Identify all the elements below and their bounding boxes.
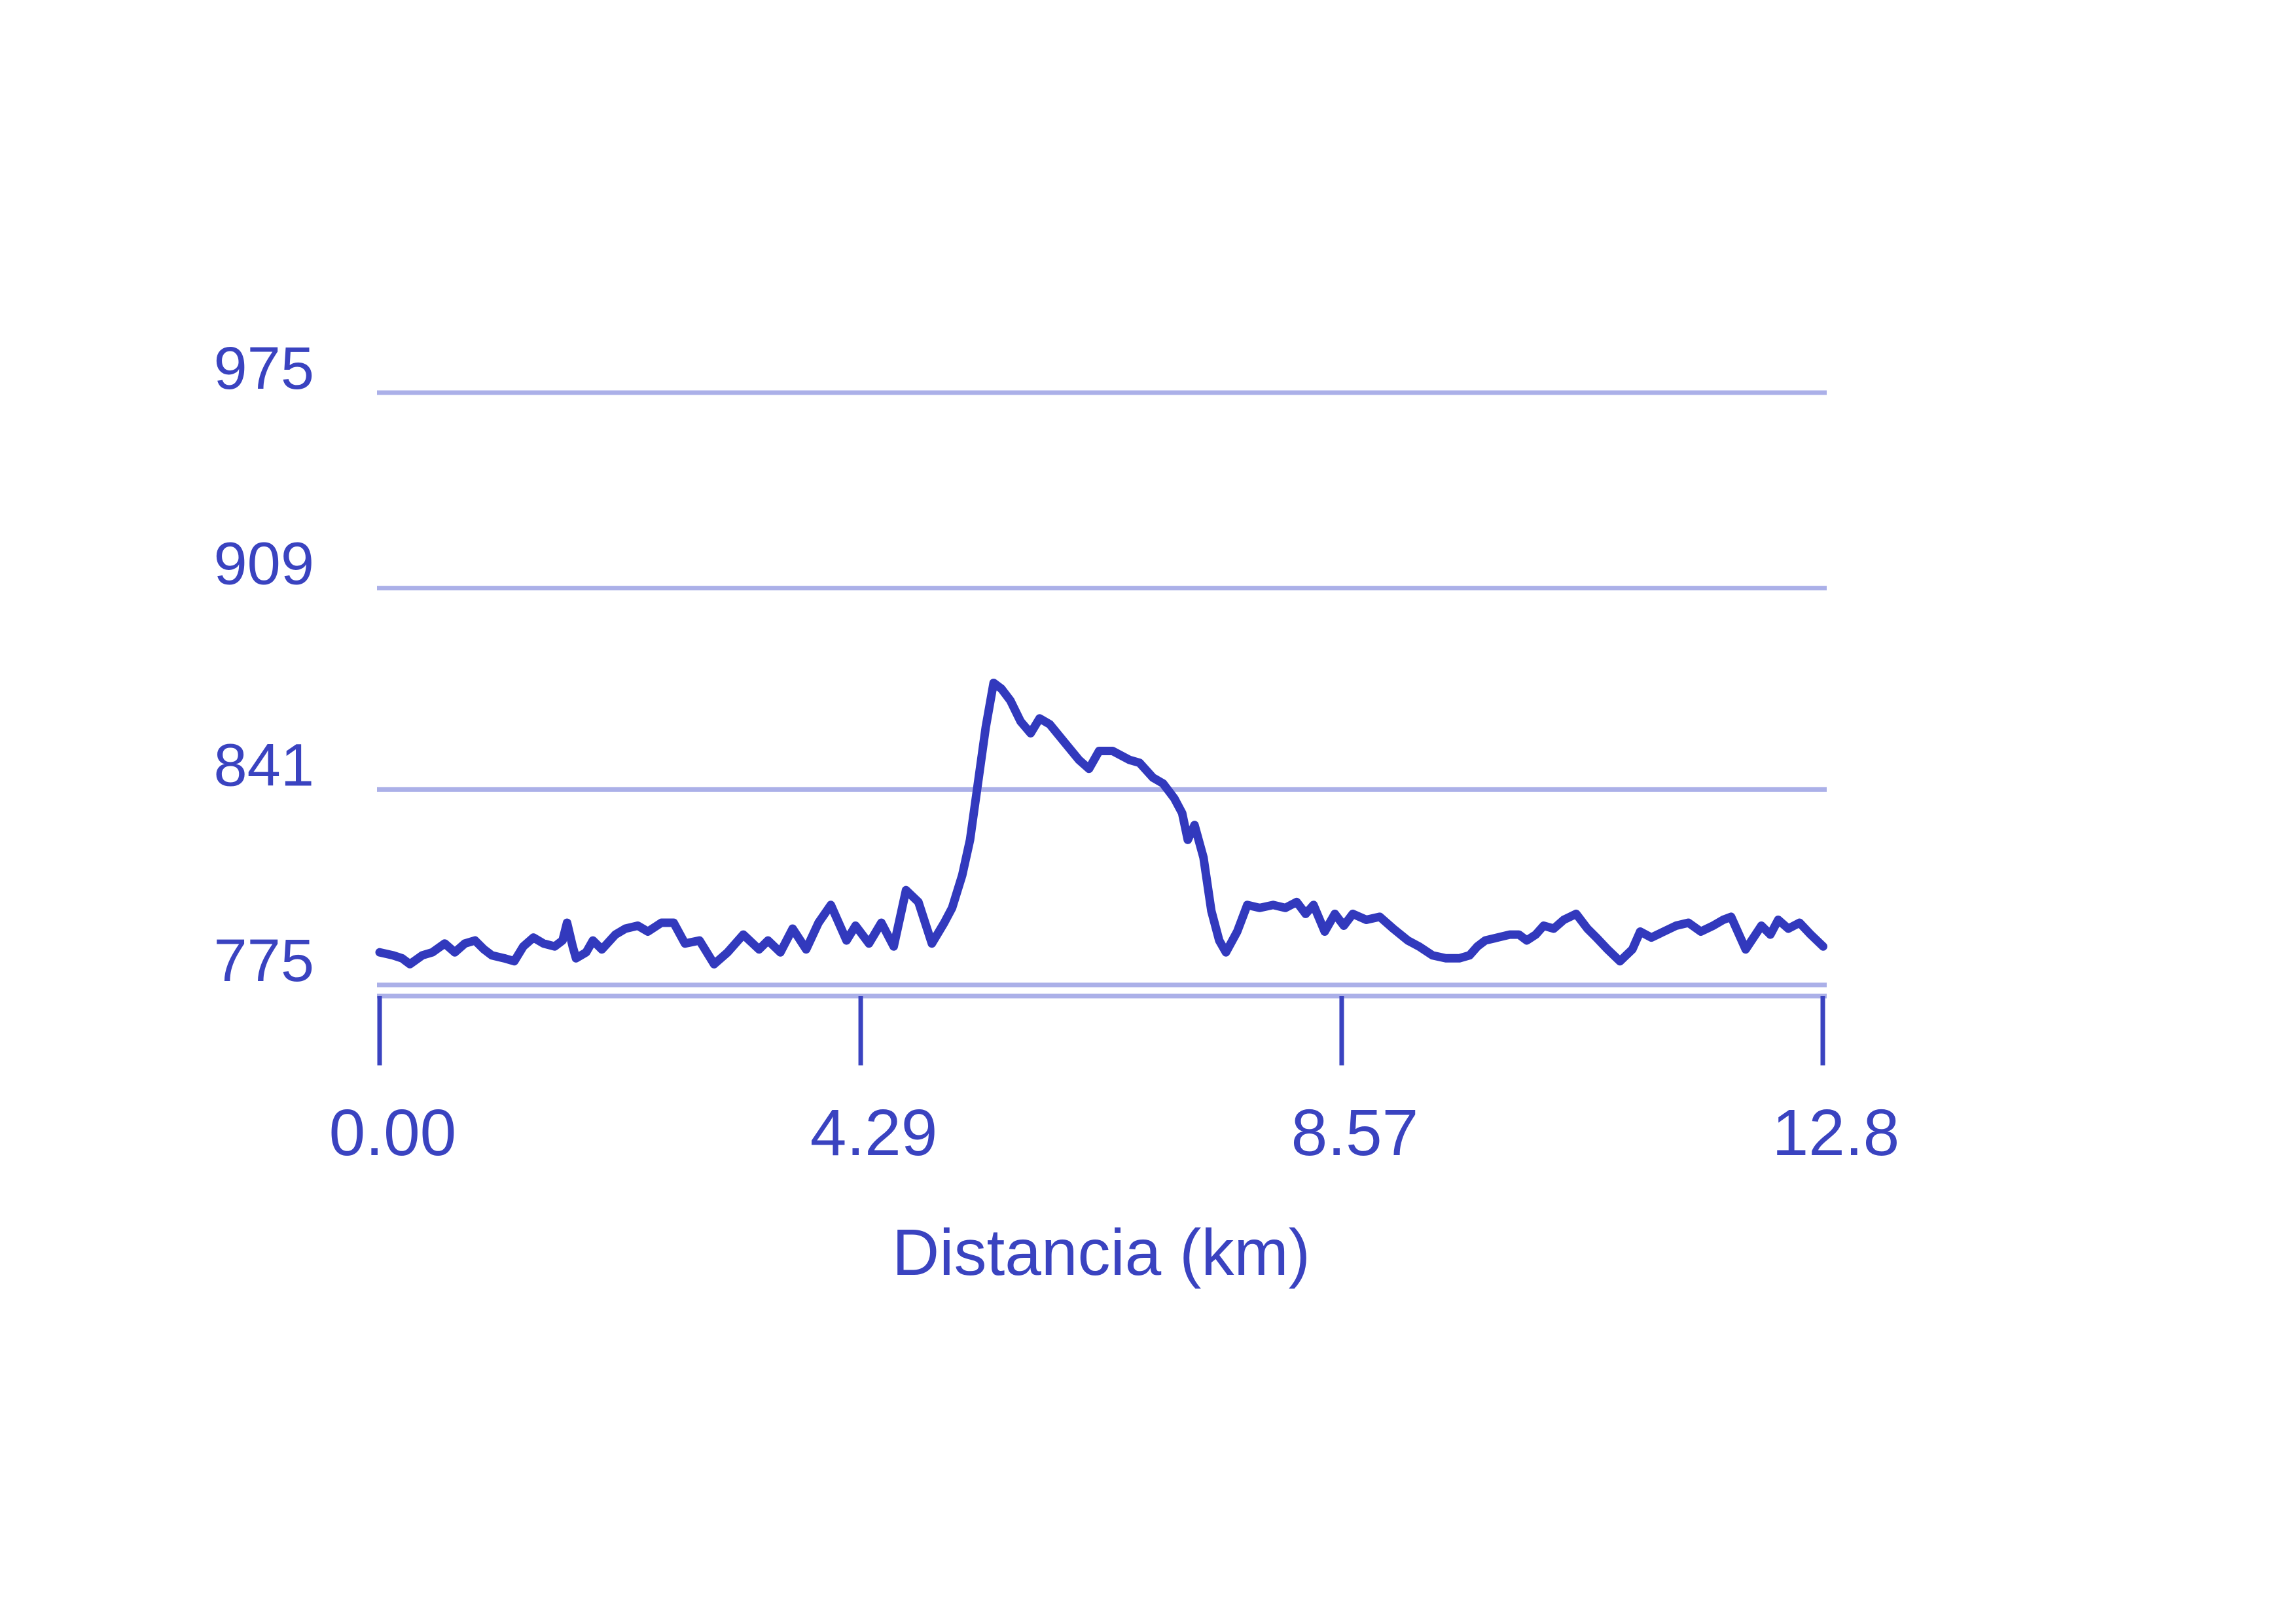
x-tick-label: 0.00	[329, 1096, 457, 1169]
y-tick-label: 909	[214, 531, 315, 597]
y-tick-label: 841	[214, 732, 315, 798]
y-tick-label: 775	[214, 927, 315, 994]
elevation-series-line	[375, 679, 1827, 969]
x-axis-tick-marks	[377, 996, 1825, 1065]
x-axis-tick-labels: 0.00 4.29 8.57 12.8	[329, 1096, 1900, 1169]
x-tick-label: 4.29	[810, 1096, 938, 1169]
y-gridlines	[377, 390, 1827, 988]
x-tick-label: 12.8	[1772, 1096, 1900, 1169]
x-tick-label: 8.57	[1291, 1096, 1419, 1169]
y-axis-tick-labels: 775 841 909 975	[214, 335, 315, 994]
y-tick-label: 975	[214, 335, 315, 402]
x-axis-title: Distancia (km)	[892, 1216, 1310, 1289]
